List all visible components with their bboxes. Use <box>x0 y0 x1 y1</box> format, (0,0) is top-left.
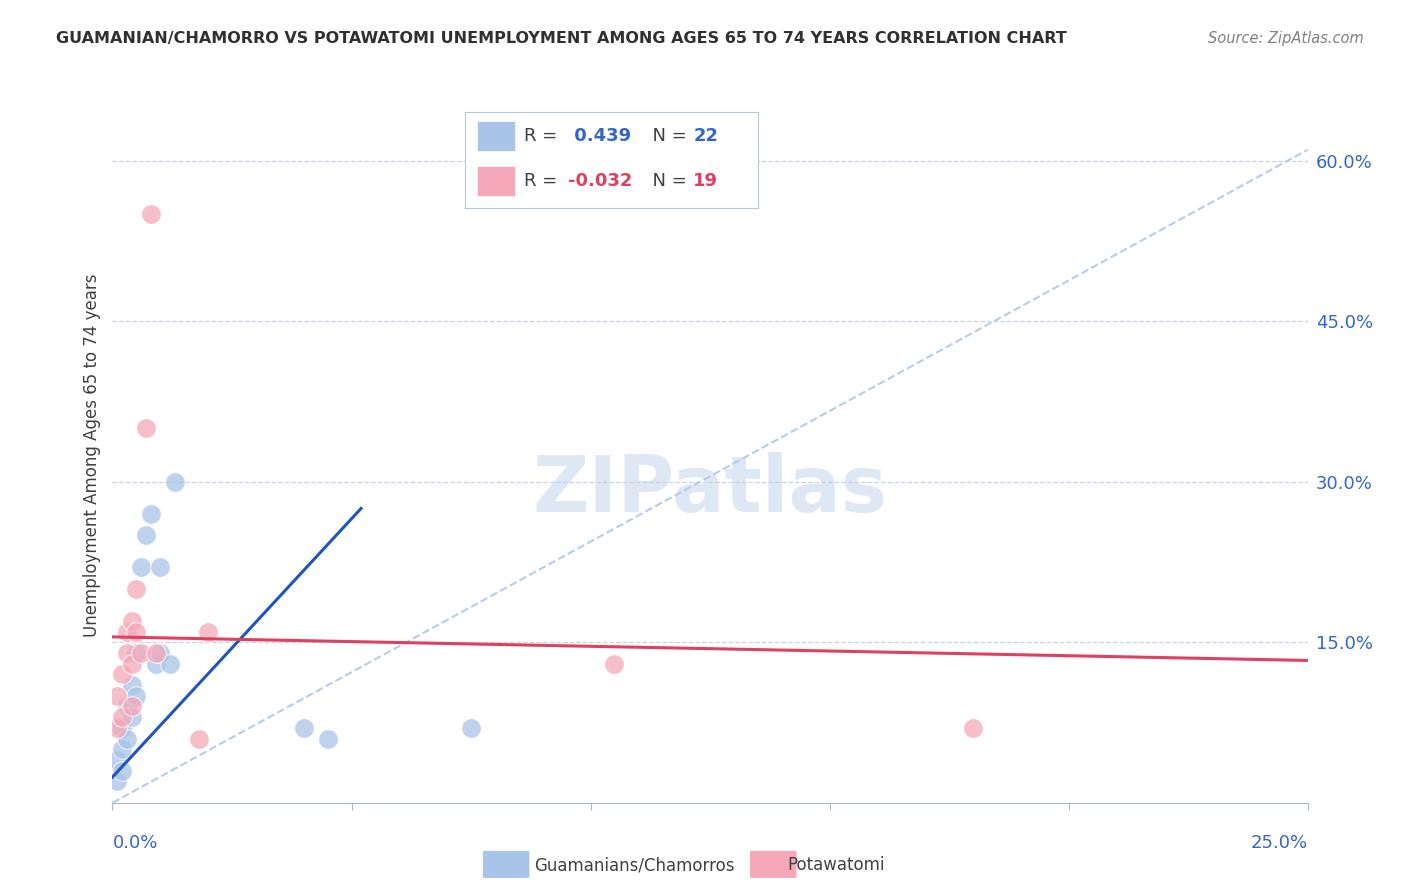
Point <box>121 657 143 671</box>
Text: Guamanians/Chamorros: Guamanians/Chamorros <box>534 856 735 874</box>
Point <box>121 614 143 628</box>
Point <box>125 646 148 660</box>
Point <box>139 207 162 221</box>
Text: ZIPatlas: ZIPatlas <box>533 451 887 528</box>
Point <box>125 582 148 596</box>
Point <box>135 421 157 435</box>
Point <box>145 657 167 671</box>
Point <box>145 646 167 660</box>
Point <box>139 507 162 521</box>
Point <box>962 721 984 735</box>
Point <box>159 657 181 671</box>
Point <box>460 721 482 735</box>
Point <box>121 710 143 724</box>
Point <box>111 742 134 756</box>
Point <box>115 646 138 660</box>
Text: Source: ZipAtlas.com: Source: ZipAtlas.com <box>1208 31 1364 46</box>
Text: GUAMANIAN/CHAMORRO VS POTAWATOMI UNEMPLOYMENT AMONG AGES 65 TO 74 YEARS CORRELAT: GUAMANIAN/CHAMORRO VS POTAWATOMI UNEMPLO… <box>56 31 1067 46</box>
Y-axis label: Unemployment Among Ages 65 to 74 years: Unemployment Among Ages 65 to 74 years <box>83 273 101 637</box>
Point <box>111 667 134 681</box>
Point <box>111 721 134 735</box>
Point <box>115 624 138 639</box>
Text: 0.0%: 0.0% <box>112 834 157 852</box>
Point <box>105 774 128 789</box>
Point <box>125 624 148 639</box>
Point <box>111 710 134 724</box>
Point <box>135 528 157 542</box>
Point <box>115 731 138 746</box>
Point <box>121 699 143 714</box>
Point <box>197 624 219 639</box>
Point <box>149 646 172 660</box>
Point <box>129 646 152 660</box>
Point <box>187 731 209 746</box>
Point <box>149 560 172 574</box>
Point <box>105 753 128 767</box>
Point <box>125 689 148 703</box>
Point <box>292 721 315 735</box>
Point <box>111 764 134 778</box>
Point <box>105 721 128 735</box>
Point <box>115 699 138 714</box>
Point <box>129 560 152 574</box>
Point <box>105 689 128 703</box>
Point <box>121 678 143 692</box>
Point <box>163 475 186 489</box>
Point <box>603 657 626 671</box>
Text: 25.0%: 25.0% <box>1250 834 1308 852</box>
Text: Potawatomi: Potawatomi <box>787 856 884 874</box>
Point <box>316 731 339 746</box>
